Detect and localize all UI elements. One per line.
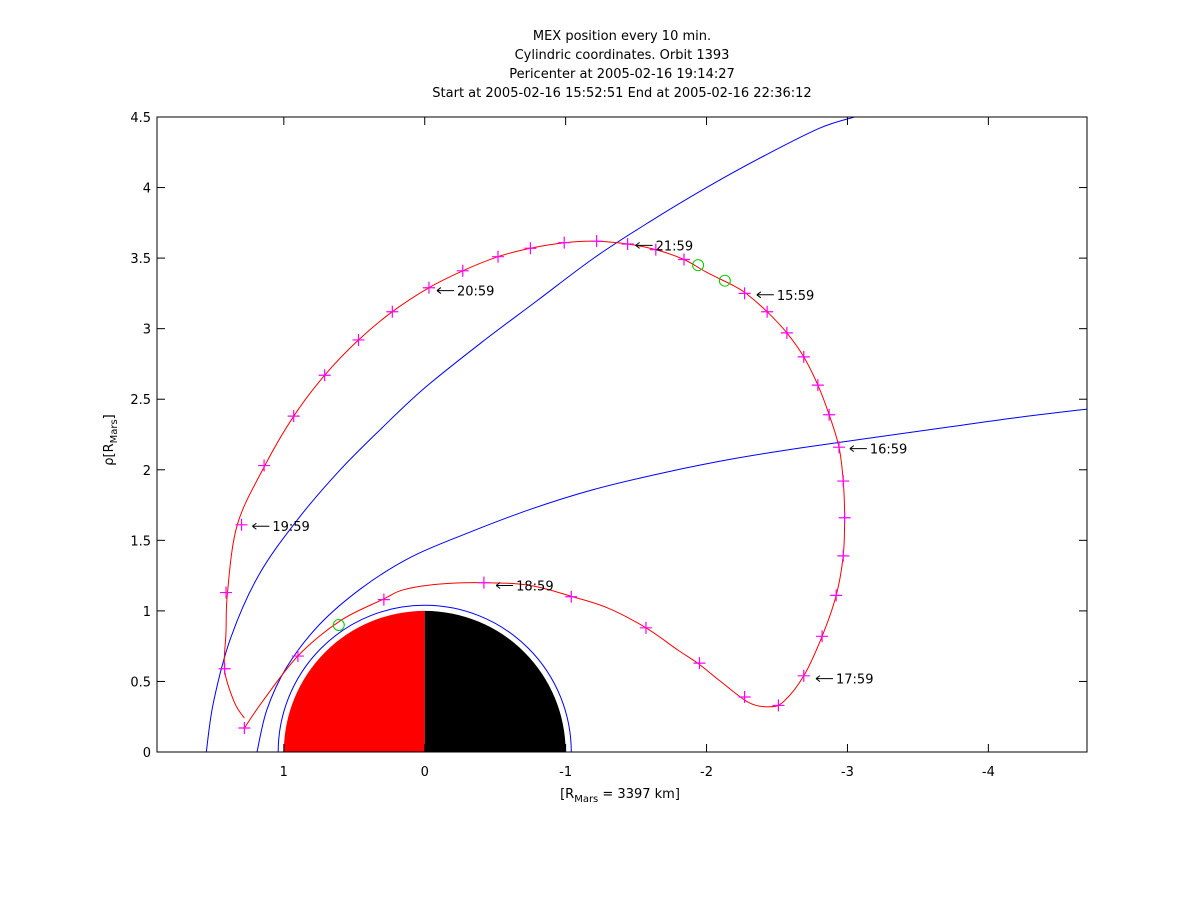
position-marker <box>772 699 785 712</box>
position-marker <box>837 475 850 488</box>
time-label: 21:59 <box>656 239 693 254</box>
position-marker <box>693 657 706 670</box>
title-line-2: Cylindric coordinates. Orbit 1393 <box>514 48 730 63</box>
position-marker <box>318 369 331 382</box>
position-marker <box>287 410 300 423</box>
position-marker <box>780 326 793 339</box>
bow-shock-line <box>205 117 855 752</box>
y-tick-label: 2.5 <box>130 393 151 408</box>
position-marker <box>558 236 571 249</box>
boundary-crossing-marker <box>692 259 705 272</box>
time-label: 17:59 <box>836 673 873 688</box>
time-label: 16:59 <box>870 443 907 458</box>
time-label-arrow <box>495 582 514 589</box>
y-tick-label: 1.5 <box>130 534 151 549</box>
boundary-crossing-marker <box>718 274 731 287</box>
position-marker <box>477 576 490 589</box>
position-marker <box>649 243 662 256</box>
position-marker <box>565 590 578 603</box>
planet-nightside <box>424 610 566 752</box>
position-marker <box>621 238 634 250</box>
position-marker <box>352 333 365 346</box>
position-marker <box>238 722 251 735</box>
position-marker <box>422 281 435 294</box>
position-marker <box>492 250 504 263</box>
position-marker <box>639 621 652 634</box>
y-tick-label: 3.5 <box>130 252 151 267</box>
position-marker <box>811 379 824 392</box>
position-marker <box>830 589 843 602</box>
planet-outer-ring <box>277 604 572 752</box>
position-marker <box>833 441 845 454</box>
y-tick-label: 0 <box>143 746 151 761</box>
position-marker <box>524 242 537 255</box>
position-marker <box>797 350 810 363</box>
position-marker <box>291 650 304 663</box>
time-label: 18:59 <box>516 579 553 594</box>
y-axis: 0 0.5 1 1.5 2 2.5 3 3.5 4 4.5 <box>130 111 1087 761</box>
y-tick-label: 3 <box>143 323 151 338</box>
x-tick-label: -4 <box>982 765 995 780</box>
position-marker <box>386 305 399 318</box>
position-marker <box>761 305 774 318</box>
position-marker <box>816 630 829 643</box>
chart-title: MEX position every 10 min. Cylindric coo… <box>157 27 1087 103</box>
position-marker <box>456 264 469 277</box>
y-tick-label: 4.5 <box>130 111 151 126</box>
time-label-arrow <box>252 522 270 530</box>
position-marker <box>838 511 851 524</box>
y-tick-label: 0.5 <box>130 675 151 690</box>
title-line-3: Pericenter at 2005-02-16 19:14:27 <box>509 67 735 82</box>
y-tick-label: 2 <box>143 464 151 479</box>
title-line-1: MEX position every 10 min. <box>532 29 712 44</box>
x-tick-label: -3 <box>841 765 854 780</box>
title-line-4: Start at 2005-02-16 15:52:51 End at 2005… <box>432 86 812 101</box>
position-marker <box>235 518 248 531</box>
time-label-arrow <box>815 675 833 683</box>
position-marker <box>258 459 271 472</box>
y-tick-label: 1 <box>143 605 151 620</box>
x-axis: 1 0 -1 -2 -3 -4 <box>280 117 995 780</box>
position-marker <box>837 549 850 562</box>
time-label: 20:59 <box>457 285 494 300</box>
y-tick-label: 4 <box>143 182 151 197</box>
time-labels: 21:59 20:59 15:59 16:59 19:59 18:59 17:59 <box>252 239 907 688</box>
time-label-arrow <box>436 287 454 294</box>
position-marker <box>678 253 690 266</box>
position-marker <box>738 287 751 300</box>
time-label-arrow <box>635 242 653 249</box>
magnetic-pileup-boundary-line <box>256 408 1087 752</box>
time-label-arrow <box>849 445 867 453</box>
x-tick-label: 1 <box>280 765 288 780</box>
position-marker <box>797 669 810 682</box>
axes-frame <box>156 116 1088 753</box>
position-marker <box>377 593 390 606</box>
position-marker <box>823 408 836 421</box>
x-tick-label: 0 <box>421 765 429 780</box>
boundary-crossing-marker <box>332 619 345 631</box>
position-marker <box>218 662 231 675</box>
x-axis-label: [RMars = 3397 km] <box>560 787 680 805</box>
time-label: 19:59 <box>272 520 309 535</box>
y-axis-label: ρ[RMars] <box>102 414 120 466</box>
plot-area <box>205 117 1087 752</box>
planet-dayside <box>283 610 425 752</box>
x-tick-label: -1 <box>559 765 572 780</box>
x-tick-label: -2 <box>700 765 713 780</box>
position-marker <box>738 690 751 703</box>
position-marker <box>590 235 603 248</box>
position-marker <box>220 586 233 599</box>
time-label: 15:59 <box>777 289 814 304</box>
time-label-arrow <box>756 291 774 299</box>
